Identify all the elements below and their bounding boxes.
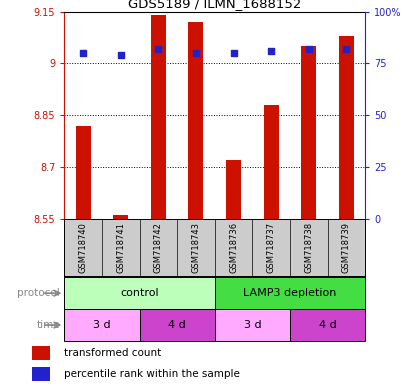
Bar — [32, 367, 50, 381]
Text: time: time — [37, 320, 60, 330]
Text: GSM718743: GSM718743 — [191, 222, 200, 273]
Text: transformed count: transformed count — [64, 348, 161, 358]
Text: GSM718739: GSM718739 — [342, 222, 351, 273]
Point — [230, 50, 237, 56]
Point — [117, 52, 124, 58]
Bar — [64, 309, 139, 341]
Bar — [264, 105, 279, 219]
Text: GSM718741: GSM718741 — [116, 222, 125, 273]
Text: percentile rank within the sample: percentile rank within the sample — [64, 369, 240, 379]
Text: 4 d: 4 d — [168, 320, 186, 330]
Text: GSM718736: GSM718736 — [229, 222, 238, 273]
Text: control: control — [120, 288, 159, 298]
Point — [193, 50, 199, 56]
Text: 4 d: 4 d — [319, 320, 337, 330]
Text: LAMP3 depletion: LAMP3 depletion — [243, 288, 337, 298]
Text: GSM718737: GSM718737 — [267, 222, 276, 273]
Bar — [151, 15, 166, 219]
Bar — [215, 277, 365, 309]
Bar — [339, 36, 354, 219]
Bar — [32, 346, 50, 359]
Text: GSM718740: GSM718740 — [78, 222, 88, 273]
Text: GSM718738: GSM718738 — [304, 222, 313, 273]
Bar — [226, 160, 241, 219]
Bar — [139, 309, 215, 341]
Bar — [188, 22, 203, 219]
Text: 3 d: 3 d — [244, 320, 261, 330]
Point — [305, 46, 312, 52]
Bar — [76, 126, 90, 219]
Point — [268, 48, 274, 54]
Title: GDS5189 / ILMN_1688152: GDS5189 / ILMN_1688152 — [128, 0, 301, 10]
Bar — [113, 215, 128, 219]
Bar — [215, 309, 290, 341]
Text: protocol: protocol — [17, 288, 60, 298]
Bar — [290, 309, 365, 341]
Bar — [64, 277, 215, 309]
Point — [343, 46, 350, 52]
Text: GSM718742: GSM718742 — [154, 222, 163, 273]
Point — [155, 46, 162, 52]
Point — [80, 50, 86, 56]
Text: 3 d: 3 d — [93, 320, 111, 330]
Bar — [301, 46, 316, 219]
